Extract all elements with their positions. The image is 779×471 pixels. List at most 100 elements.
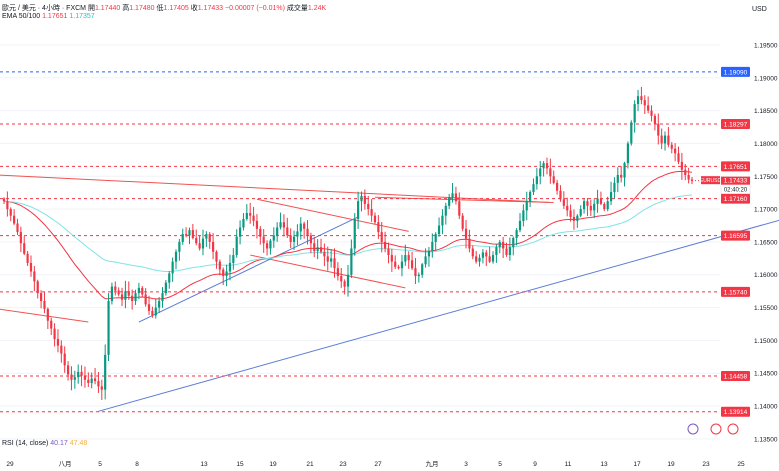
candle-body [93, 378, 97, 382]
candle-body [272, 235, 275, 241]
candle-body [508, 247, 511, 256]
level-price-label: 1.17651 [724, 164, 748, 171]
candle-body [451, 193, 454, 198]
candle-body [107, 301, 110, 355]
candle-body [579, 209, 582, 216]
current-price-label: 1.17433 [724, 178, 748, 185]
price-tick-label: 1.15000 [754, 338, 778, 345]
candle-body [421, 264, 424, 275]
time-tick-label: 23 [702, 461, 710, 468]
candle-body [13, 215, 16, 224]
level-price-label: 1.13914 [724, 409, 748, 416]
candle-body [491, 255, 495, 262]
candle-body [154, 307, 157, 316]
price-tick-label: 1.19000 [754, 75, 778, 82]
ema-legend[interactable]: EMA 50/100 1.17651 1.17357 [2, 13, 95, 20]
time-tick-label: 29 [6, 461, 14, 468]
candle-body [454, 193, 458, 202]
candle-body [559, 190, 562, 200]
candle-body [535, 176, 538, 185]
candle-body [640, 96, 643, 101]
candle-body [636, 96, 640, 105]
candle-body [515, 230, 518, 238]
trendline [0, 308, 89, 323]
candle-body [70, 374, 73, 380]
candle-body [586, 201, 589, 206]
candle-body [66, 365, 70, 375]
candle-body [502, 241, 505, 249]
candle-body [134, 293, 137, 302]
time-axis: 29 八月 5 8 13 15 19 21 23 27 九月 3 5 9 11 13 17 19 23 25 [6, 459, 745, 468]
candle-body [39, 293, 43, 302]
candle-body [97, 381, 100, 387]
candle-body [434, 234, 437, 242]
high-label: 高 [122, 5, 130, 12]
candle-body [269, 240, 272, 249]
candle-body [205, 234, 208, 239]
rsi-ma-value: 47.48 [69, 440, 88, 447]
candle-body [677, 153, 680, 162]
candle-body [670, 144, 673, 149]
candle-body [593, 203, 596, 211]
candle-body [326, 256, 329, 262]
low-value: 1.17405 [163, 5, 189, 12]
flash-icon[interactable] [687, 423, 699, 435]
candle-body [363, 195, 366, 204]
change-value: −0.00007 (−0.01%) [225, 5, 285, 12]
candle-body [151, 310, 154, 316]
candle-body [383, 241, 387, 249]
candle-body [437, 225, 441, 235]
candle-body [367, 203, 370, 210]
candle-body [414, 268, 417, 277]
candle-body [249, 213, 252, 216]
level-price-tag [721, 370, 750, 381]
candle-body [235, 236, 238, 256]
candle-body [242, 218, 245, 228]
time-tick-label: 19 [667, 461, 675, 468]
time-tick-label: 8 [135, 461, 139, 468]
level-price-tag [721, 406, 750, 417]
candle-body [73, 377, 76, 380]
candle-body [653, 115, 657, 124]
candle-body [218, 261, 221, 270]
candle-body [522, 210, 525, 221]
candle-body [147, 304, 151, 311]
ema100-line [3, 194, 693, 272]
candle-body [53, 328, 56, 340]
candle-body [208, 234, 211, 242]
candle-body [141, 287, 144, 295]
high-value: 1.17480 [129, 5, 155, 12]
rsi-legend[interactable]: RSI (14, close) 40.17 47.48 [2, 440, 87, 447]
candle-body [171, 261, 174, 274]
level-price-label: 1.15740 [724, 289, 748, 296]
candle-body [680, 161, 683, 170]
low-label: 低 [156, 5, 164, 12]
dual-circle-icon[interactable] [710, 423, 722, 435]
candle-body [431, 241, 434, 252]
event-icon[interactable] [727, 423, 739, 435]
level-price-label: 1.19090 [724, 69, 748, 76]
candle-body [131, 295, 134, 302]
time-tick-label: 21 [306, 461, 314, 468]
candle-body [117, 290, 120, 295]
candle-body [400, 261, 404, 269]
candle-body [316, 247, 319, 252]
candle-body [458, 201, 461, 216]
candle-body [464, 228, 468, 239]
time-tick-label: 5 [498, 461, 502, 468]
countdown-label: 02:40:20 [724, 188, 748, 194]
candle-body [475, 256, 478, 262]
candle-body [114, 286, 117, 291]
candle-body [188, 230, 191, 236]
ema50-value: 1.17651 [42, 13, 68, 20]
candle-body [222, 269, 225, 277]
candle-body [9, 209, 12, 216]
candle-body [232, 255, 235, 263]
candle-body [77, 371, 80, 378]
candle-body [545, 163, 549, 169]
candle-body [518, 220, 522, 231]
candle-body [215, 251, 218, 262]
candle-body [417, 274, 420, 277]
candle-body [498, 241, 501, 248]
